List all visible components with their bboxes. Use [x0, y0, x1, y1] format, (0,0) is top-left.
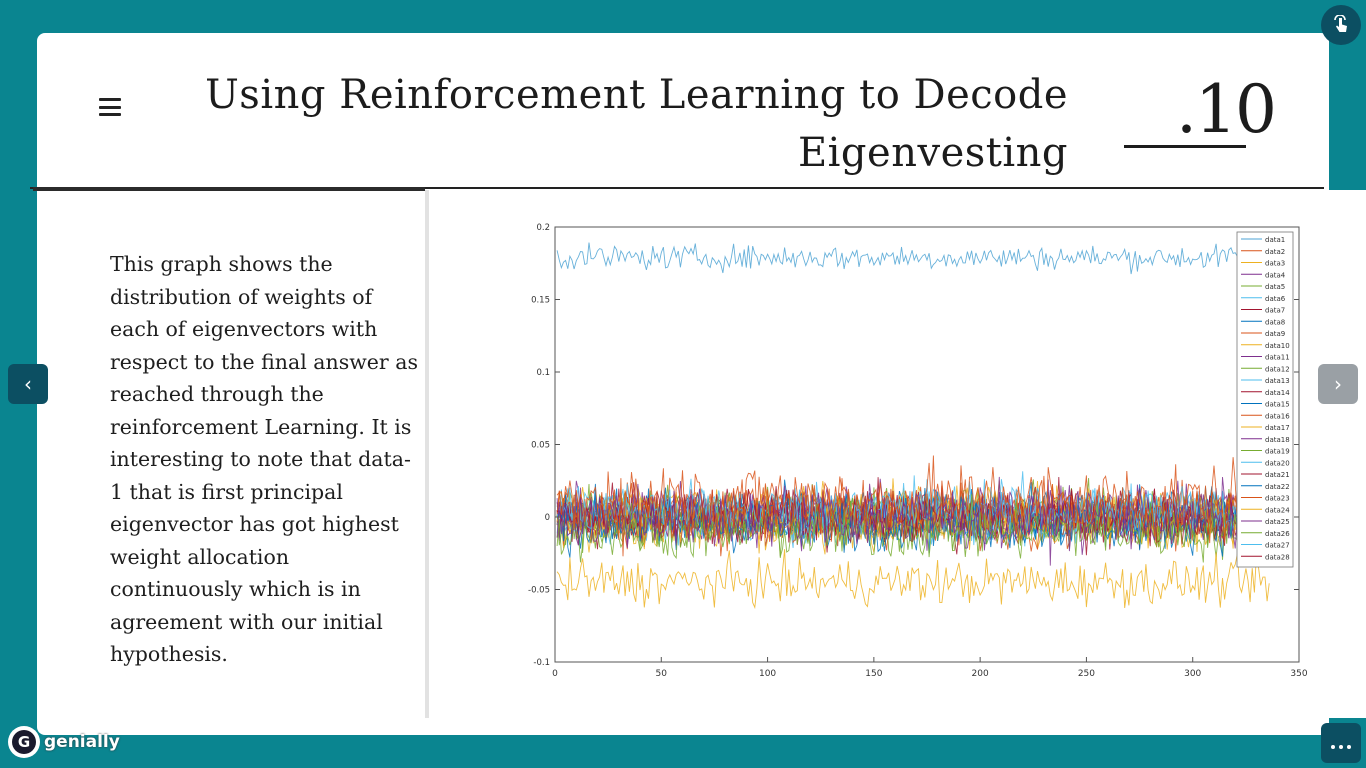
legend-label: data11: [1265, 354, 1290, 362]
series-line-data6: [556, 471, 1270, 546]
brand-name: genially: [44, 732, 120, 752]
x-tick-label: 150: [865, 669, 882, 679]
x-tick-label: 200: [972, 669, 989, 679]
legend-label: data17: [1265, 424, 1290, 432]
slide-number: .10: [1176, 71, 1277, 148]
legend-label: data12: [1265, 365, 1290, 373]
legend-box: [1236, 231, 1294, 568]
legend-label: data20: [1265, 459, 1290, 467]
legend-label: data18: [1265, 436, 1290, 444]
y-tick-label: 0.1: [536, 368, 550, 378]
legend-label: data6: [1265, 295, 1286, 303]
legend-label: data10: [1265, 342, 1290, 350]
previous-slide-button[interactable]: ‹: [8, 364, 48, 404]
y-tick-label: 0.2: [536, 223, 550, 233]
more-icon: [1329, 734, 1353, 753]
series-line-data5: [556, 494, 1270, 563]
number-underline: [1124, 145, 1246, 148]
legend-label: data13: [1265, 377, 1290, 385]
legend-label: data16: [1265, 412, 1290, 420]
legend-label: data21: [1265, 471, 1290, 479]
series-line-data2: [556, 455, 1270, 557]
legend-label: data26: [1265, 530, 1290, 538]
header-divider-accent: [33, 187, 425, 191]
y-tick-label: -0.05: [528, 586, 550, 596]
chart-series-group: [556, 242, 1270, 610]
x-tick-label: 0: [552, 669, 558, 679]
y-tick-label: 0.05: [531, 441, 550, 451]
x-tick-label: 50: [656, 669, 668, 679]
chart-panel: [428, 190, 1366, 718]
weights-chart: 0 50 100 150 200 250 300 350 -0.1 -0.05 0 0.05 0.1 0.…: [528, 223, 1308, 679]
menu-icon[interactable]: [99, 98, 121, 116]
y-tick-label: -0.1: [533, 658, 550, 668]
column-divider: [425, 190, 429, 718]
chart-legend: data1 data2 data3 data4 data5 data6 data7 data8…: [1236, 231, 1294, 568]
legend-label: data24: [1265, 506, 1290, 514]
legend-label: data7: [1265, 307, 1285, 315]
page-title: Using Reinforcement Learning to Decode E…: [168, 66, 1068, 182]
title-line-1: Using Reinforcement Learning to Decode: [205, 72, 1068, 118]
legend-label: data4: [1265, 271, 1286, 279]
brand-logo-link[interactable]: G genially: [8, 726, 120, 758]
next-slide-button[interactable]: ›: [1318, 364, 1358, 404]
x-tick-label: 100: [759, 669, 776, 679]
legend-label: data14: [1265, 389, 1290, 397]
legend-label: data2: [1265, 248, 1285, 256]
y-tick-label: 0.15: [531, 296, 550, 306]
legend-label: data15: [1265, 401, 1290, 409]
logo-letter: G: [12, 730, 36, 754]
series-line-data4: [556, 476, 1270, 566]
legend-label: data28: [1265, 553, 1290, 561]
legend-label: data27: [1265, 542, 1290, 550]
series-line-data3: [556, 549, 1270, 610]
legend-label: data25: [1265, 518, 1290, 526]
legend-label: data3: [1265, 260, 1285, 268]
legend-label: data8: [1265, 318, 1285, 326]
more-options-button[interactable]: [1321, 723, 1361, 763]
genially-logo-icon: G: [8, 726, 40, 758]
legend-label: data19: [1265, 448, 1290, 456]
legend-label: data1: [1265, 236, 1285, 244]
x-tick-label: 250: [1078, 669, 1095, 679]
x-tick-label: 300: [1184, 669, 1201, 679]
pointer-button[interactable]: [1321, 5, 1361, 45]
legend-label: data5: [1265, 283, 1285, 291]
title-line-2: Eigenvesting: [797, 130, 1068, 176]
plot-frame: [554, 226, 1300, 663]
pointer-icon: [1334, 15, 1347, 32]
header-divider: [30, 187, 1324, 189]
description-text: This graph shows the distribution of wei…: [110, 252, 418, 666]
x-tick-label: 350: [1290, 669, 1307, 679]
series-line-data1: [556, 242, 1270, 275]
legend-label: data9: [1265, 330, 1285, 338]
legend-label: data22: [1265, 483, 1290, 491]
legend-label: data23: [1265, 495, 1290, 503]
chart-axes: 0 50 100 150 200 250 300 350 -0.1 -0.05 0 0.05 0.1 0.…: [528, 223, 1308, 679]
y-tick-label: 0: [545, 513, 550, 523]
